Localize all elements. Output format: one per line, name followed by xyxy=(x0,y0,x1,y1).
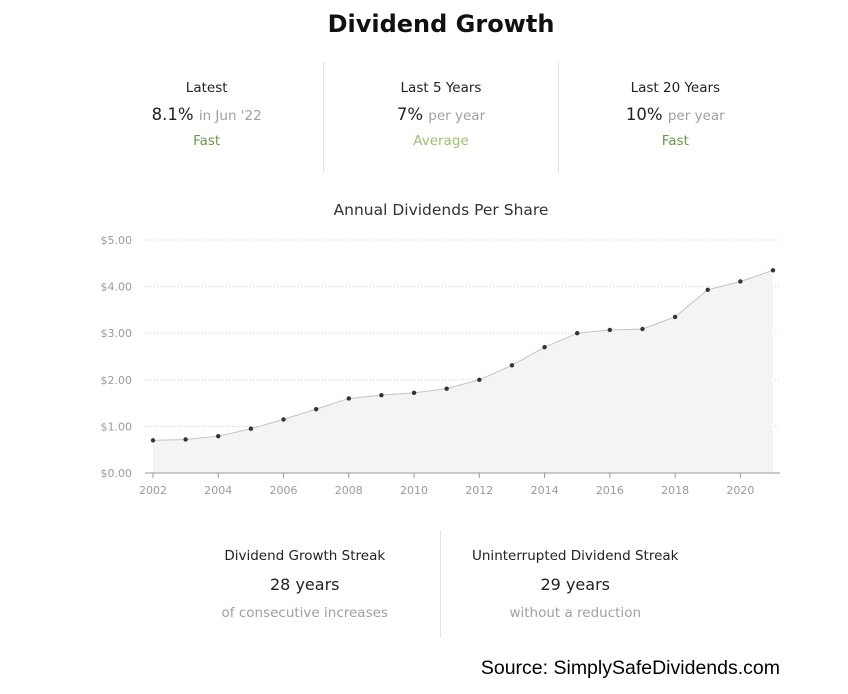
dividend-points xyxy=(150,268,776,443)
y-tick-label: $0.00 xyxy=(101,467,133,480)
y-axis: $0.00 $1.00 $2.00 $3.00 $4.00 $5.00 xyxy=(101,234,133,480)
stat-value-number: 10% xyxy=(625,105,663,124)
stat-value: 10% per year xyxy=(559,105,792,124)
stat-value-unit: per year xyxy=(667,108,725,124)
stat-label: Last 20 Years xyxy=(630,80,721,96)
data-point[interactable] xyxy=(183,437,188,442)
data-point[interactable] xyxy=(477,377,482,382)
data-point[interactable] xyxy=(216,433,221,439)
data-point[interactable] xyxy=(411,390,417,396)
stat-label: Latest xyxy=(185,80,228,96)
x-tick-label: 2008 xyxy=(335,484,363,497)
streak-sub: without a reduction xyxy=(509,605,642,621)
data-point[interactable] xyxy=(705,287,710,293)
x-tick-label: 2012 xyxy=(465,484,493,497)
x-axis: 2002 2004 2006 2008 2010 2012 2014 2016 2018 2020 xyxy=(139,472,780,497)
chart-title: Annual Dividends Per Share xyxy=(333,201,549,219)
dividend-area xyxy=(153,270,773,473)
x-tick-label: 2010 xyxy=(400,484,428,497)
streak-uninterrupted: Uninterrupted Dividend Streak 29 years w… xyxy=(439,530,711,638)
data-point[interactable] xyxy=(150,438,156,443)
data-point[interactable] xyxy=(346,396,351,401)
stat-rating: Average xyxy=(413,133,469,149)
x-tick-label: 2018 xyxy=(661,484,689,497)
stat-rating: Fast xyxy=(193,133,221,149)
stat-label: Last 5 Years xyxy=(400,80,482,96)
y-tick-label: $1.00 xyxy=(101,420,133,433)
stat-value: 8.1% in Jun '22 xyxy=(90,105,323,124)
data-point[interactable] xyxy=(379,392,384,398)
data-point[interactable] xyxy=(770,268,776,273)
y-tick-label: $2.00 xyxy=(101,374,133,387)
data-point[interactable] xyxy=(281,417,286,422)
x-tick-label: 2006 xyxy=(270,484,298,497)
data-point[interactable] xyxy=(575,331,580,336)
data-point[interactable] xyxy=(672,314,678,320)
streak-sub: of consecutive increases xyxy=(221,605,388,621)
stat-latest: Latest 8.1% in Jun '22 Fast xyxy=(90,62,323,172)
data-point[interactable] xyxy=(738,279,743,284)
data-point[interactable] xyxy=(542,344,547,350)
growth-stats: Latest 8.1% in Jun '22 Fast Last 5 Years… xyxy=(90,62,792,172)
streak-value: 29 years xyxy=(540,575,610,594)
stat-last-20-years: Last 20 Years 10% per year Fast xyxy=(557,62,792,172)
source-credit: Source: SimplySafeDividends.com xyxy=(480,657,780,679)
streak-value: 28 years xyxy=(270,575,340,594)
stat-value-unit: in Jun '22 xyxy=(198,108,262,124)
x-tick-label: 2020 xyxy=(726,484,754,497)
data-point[interactable] xyxy=(444,386,449,391)
data-point[interactable] xyxy=(640,326,645,332)
stat-value-number: 8.1% xyxy=(151,105,194,124)
y-tick-label: $3.00 xyxy=(101,327,133,340)
data-point[interactable] xyxy=(509,363,515,368)
stat-value-unit: per year xyxy=(428,108,486,124)
data-point[interactable] xyxy=(248,426,254,431)
dividend-streaks: Dividend Growth Streak 28 years of conse… xyxy=(170,530,710,638)
streak-growth: Dividend Growth Streak 28 years of conse… xyxy=(170,530,440,638)
chart-grid xyxy=(145,239,780,427)
page-title: Dividend Growth xyxy=(327,10,555,38)
y-tick-label: $4.00 xyxy=(101,281,133,294)
x-tick-label: 2004 xyxy=(204,484,232,497)
x-tick-label: 2002 xyxy=(139,484,167,497)
x-tick-label: 2014 xyxy=(531,484,559,497)
dividends-chart: 2002 2004 2006 2008 2010 2012 2014 2016 2018 2020… xyxy=(101,234,780,497)
data-point[interactable] xyxy=(607,327,613,333)
streak-label: Uninterrupted Dividend Streak xyxy=(472,548,679,564)
y-tick-label: $5.00 xyxy=(101,234,133,247)
dividend-line xyxy=(152,269,774,441)
stat-value: 7% per year xyxy=(324,105,557,124)
streak-label: Dividend Growth Streak xyxy=(224,548,386,564)
x-tick-label: 2016 xyxy=(596,484,624,497)
stat-value-number: 7% xyxy=(396,105,424,124)
stat-rating: Fast xyxy=(661,133,689,149)
stat-last-5-years: Last 5 Years 7% per year Average xyxy=(323,62,557,172)
data-point[interactable] xyxy=(313,406,319,412)
